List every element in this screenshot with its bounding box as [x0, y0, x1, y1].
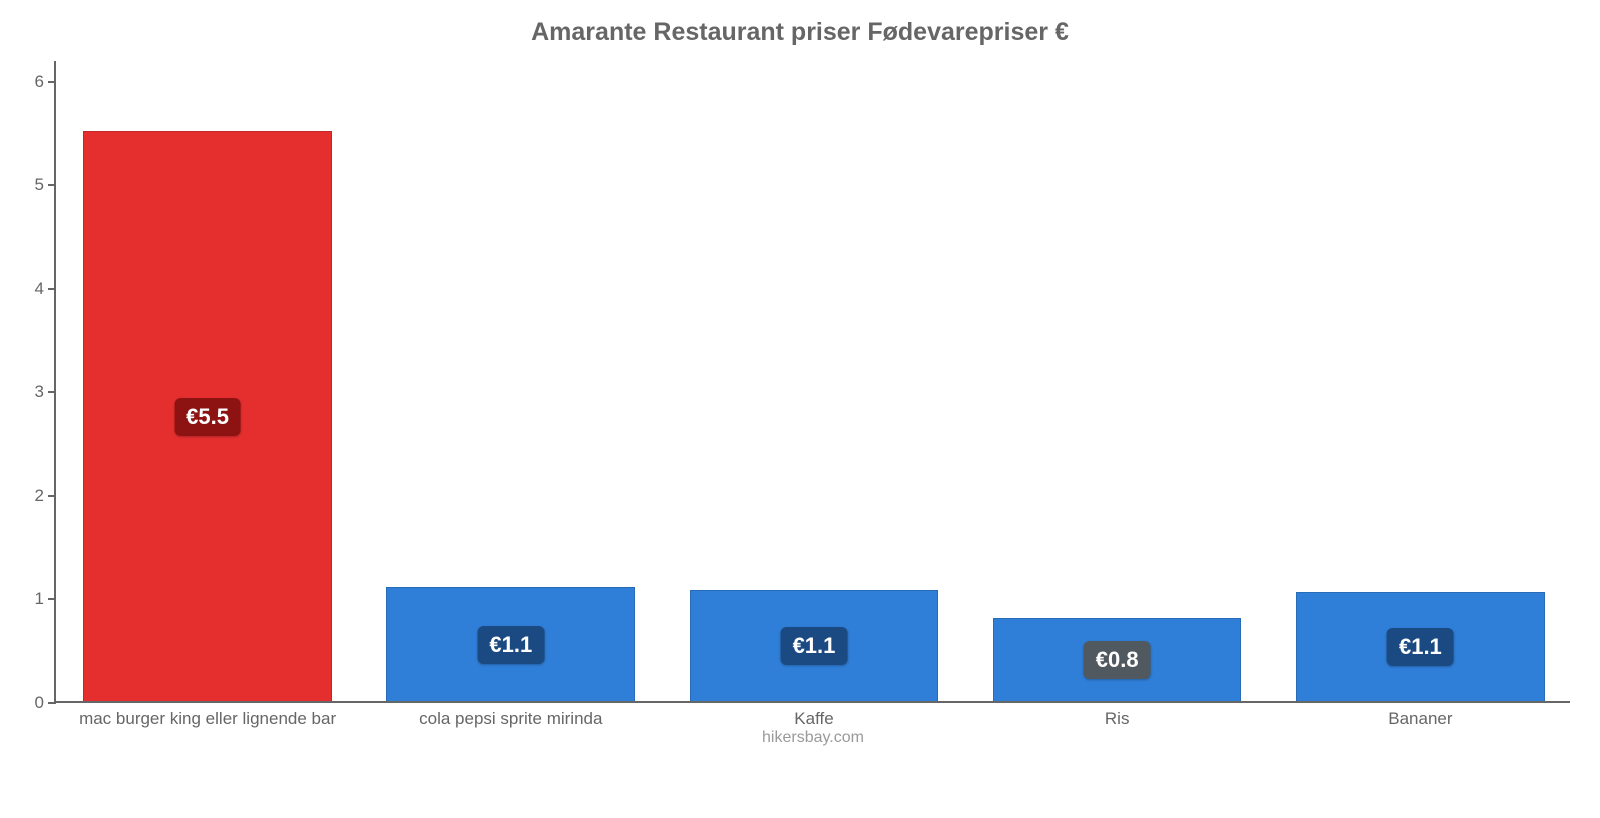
y-tick-mark [48, 495, 56, 497]
x-label-bananer: Bananer [1388, 709, 1452, 729]
x-label-kaffe: Kaffe [794, 709, 833, 729]
y-tick-label: 5 [35, 175, 44, 195]
y-tick-label: 2 [35, 486, 44, 506]
y-tick-label: 4 [35, 279, 44, 299]
chart-container: 0123456 €5.5mac burger king eller lignen… [20, 53, 1580, 773]
y-tick-label: 0 [35, 693, 44, 713]
value-badge-bananer: €1.1 [1387, 628, 1454, 666]
value-badge-mac: €5.5 [174, 398, 241, 436]
value-badge-kaffe: €1.1 [781, 627, 848, 665]
x-label-ris: Ris [1105, 709, 1130, 729]
y-tick-label: 6 [35, 72, 44, 92]
bar-group-bananer: €1.1Bananer [1269, 61, 1572, 701]
bar-group-cola: €1.1cola pepsi sprite mirinda [359, 61, 662, 701]
y-tick-mark [48, 81, 56, 83]
x-label-mac: mac burger king eller lignende bar [79, 709, 336, 729]
value-badge-ris: €0.8 [1084, 641, 1151, 679]
bar-group-kaffe: €1.1Kaffe [662, 61, 965, 701]
y-tick-mark [48, 288, 56, 290]
y-tick-label: 1 [35, 589, 44, 609]
bar-group-mac: €5.5mac burger king eller lignende bar [56, 61, 359, 701]
y-tick-mark [48, 702, 56, 704]
value-badge-cola: €1.1 [477, 626, 544, 664]
y-tick-mark [48, 184, 56, 186]
bar-group-ris: €0.8Ris [966, 61, 1269, 701]
bars-layer: €5.5mac burger king eller lignende bar€1… [56, 61, 1570, 701]
x-label-cola: cola pepsi sprite mirinda [419, 709, 602, 729]
y-tick-mark [48, 391, 56, 393]
plot-area: 0123456 €5.5mac burger king eller lignen… [54, 61, 1570, 703]
chart-title: Amarante Restaurant priser Fødevareprise… [0, 18, 1600, 47]
attribution-text: hikersbay.com [762, 729, 864, 747]
y-tick-mark [48, 598, 56, 600]
y-tick-label: 3 [35, 382, 44, 402]
